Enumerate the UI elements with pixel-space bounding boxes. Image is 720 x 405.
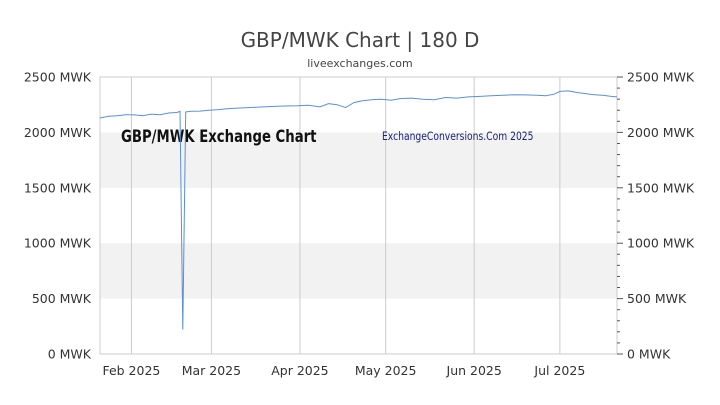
y-axis-left-labels: 0 MWK 500 MWK 1000 MWK 1500 MWK 2000 MWK 2500… xyxy=(24,70,92,362)
y-tick-label-left: 0 MWK xyxy=(48,347,92,362)
x-tick-label: Mar 2025 xyxy=(182,363,241,378)
x-tick-label: Feb 2025 xyxy=(102,363,160,378)
x-axis-labels: Feb 2025 Mar 2025 Apr 2025 May 2025 Jun 2025… xyxy=(102,363,585,378)
watermark-site: ExchangeConversions.Com 2025 xyxy=(382,130,533,143)
y-tick-label-left: 2000 MWK xyxy=(24,125,92,140)
y-tick-label-left: 1000 MWK xyxy=(24,236,92,251)
chart-title: GBP/MWK Chart | 180 D xyxy=(241,28,480,52)
y-tick-label-left: 500 MWK xyxy=(32,291,92,306)
x-tick-label: Jul 2025 xyxy=(533,363,585,378)
y-axis-right-labels: 0 MWK 500 MWK 1000 MWK 1500 MWK 2000 MWK 2500… xyxy=(627,70,695,362)
y-tick-label-right: 1500 MWK xyxy=(627,180,695,195)
chart-subtitle: liveexchanges.com xyxy=(307,57,412,70)
y-tick-label-right: 0 MWK xyxy=(627,347,671,362)
plot-area-frame xyxy=(99,76,618,355)
right-axis-minor-ticks xyxy=(617,76,623,355)
background-band xyxy=(100,243,617,299)
background-band xyxy=(100,132,617,188)
y-tick-label-left: 2500 MWK xyxy=(24,70,92,85)
y-tick-label-right: 500 MWK xyxy=(627,291,687,306)
y-tick-label-left: 1500 MWK xyxy=(24,180,92,195)
y-tick-label-right: 1000 MWK xyxy=(627,236,695,251)
x-tick-label: May 2025 xyxy=(355,363,417,378)
y-tick-label-right: 2000 MWK xyxy=(627,125,695,140)
x-tick-label: Jun 2025 xyxy=(446,363,502,378)
series-line xyxy=(99,90,618,330)
background-bands xyxy=(100,132,617,299)
watermark-chart-name: GBP/MWK Exchange Chart xyxy=(121,126,317,146)
vertical-gridlines xyxy=(130,77,561,354)
x-tick-label: Apr 2025 xyxy=(271,363,328,378)
y-tick-label-right: 2500 MWK xyxy=(627,70,695,85)
